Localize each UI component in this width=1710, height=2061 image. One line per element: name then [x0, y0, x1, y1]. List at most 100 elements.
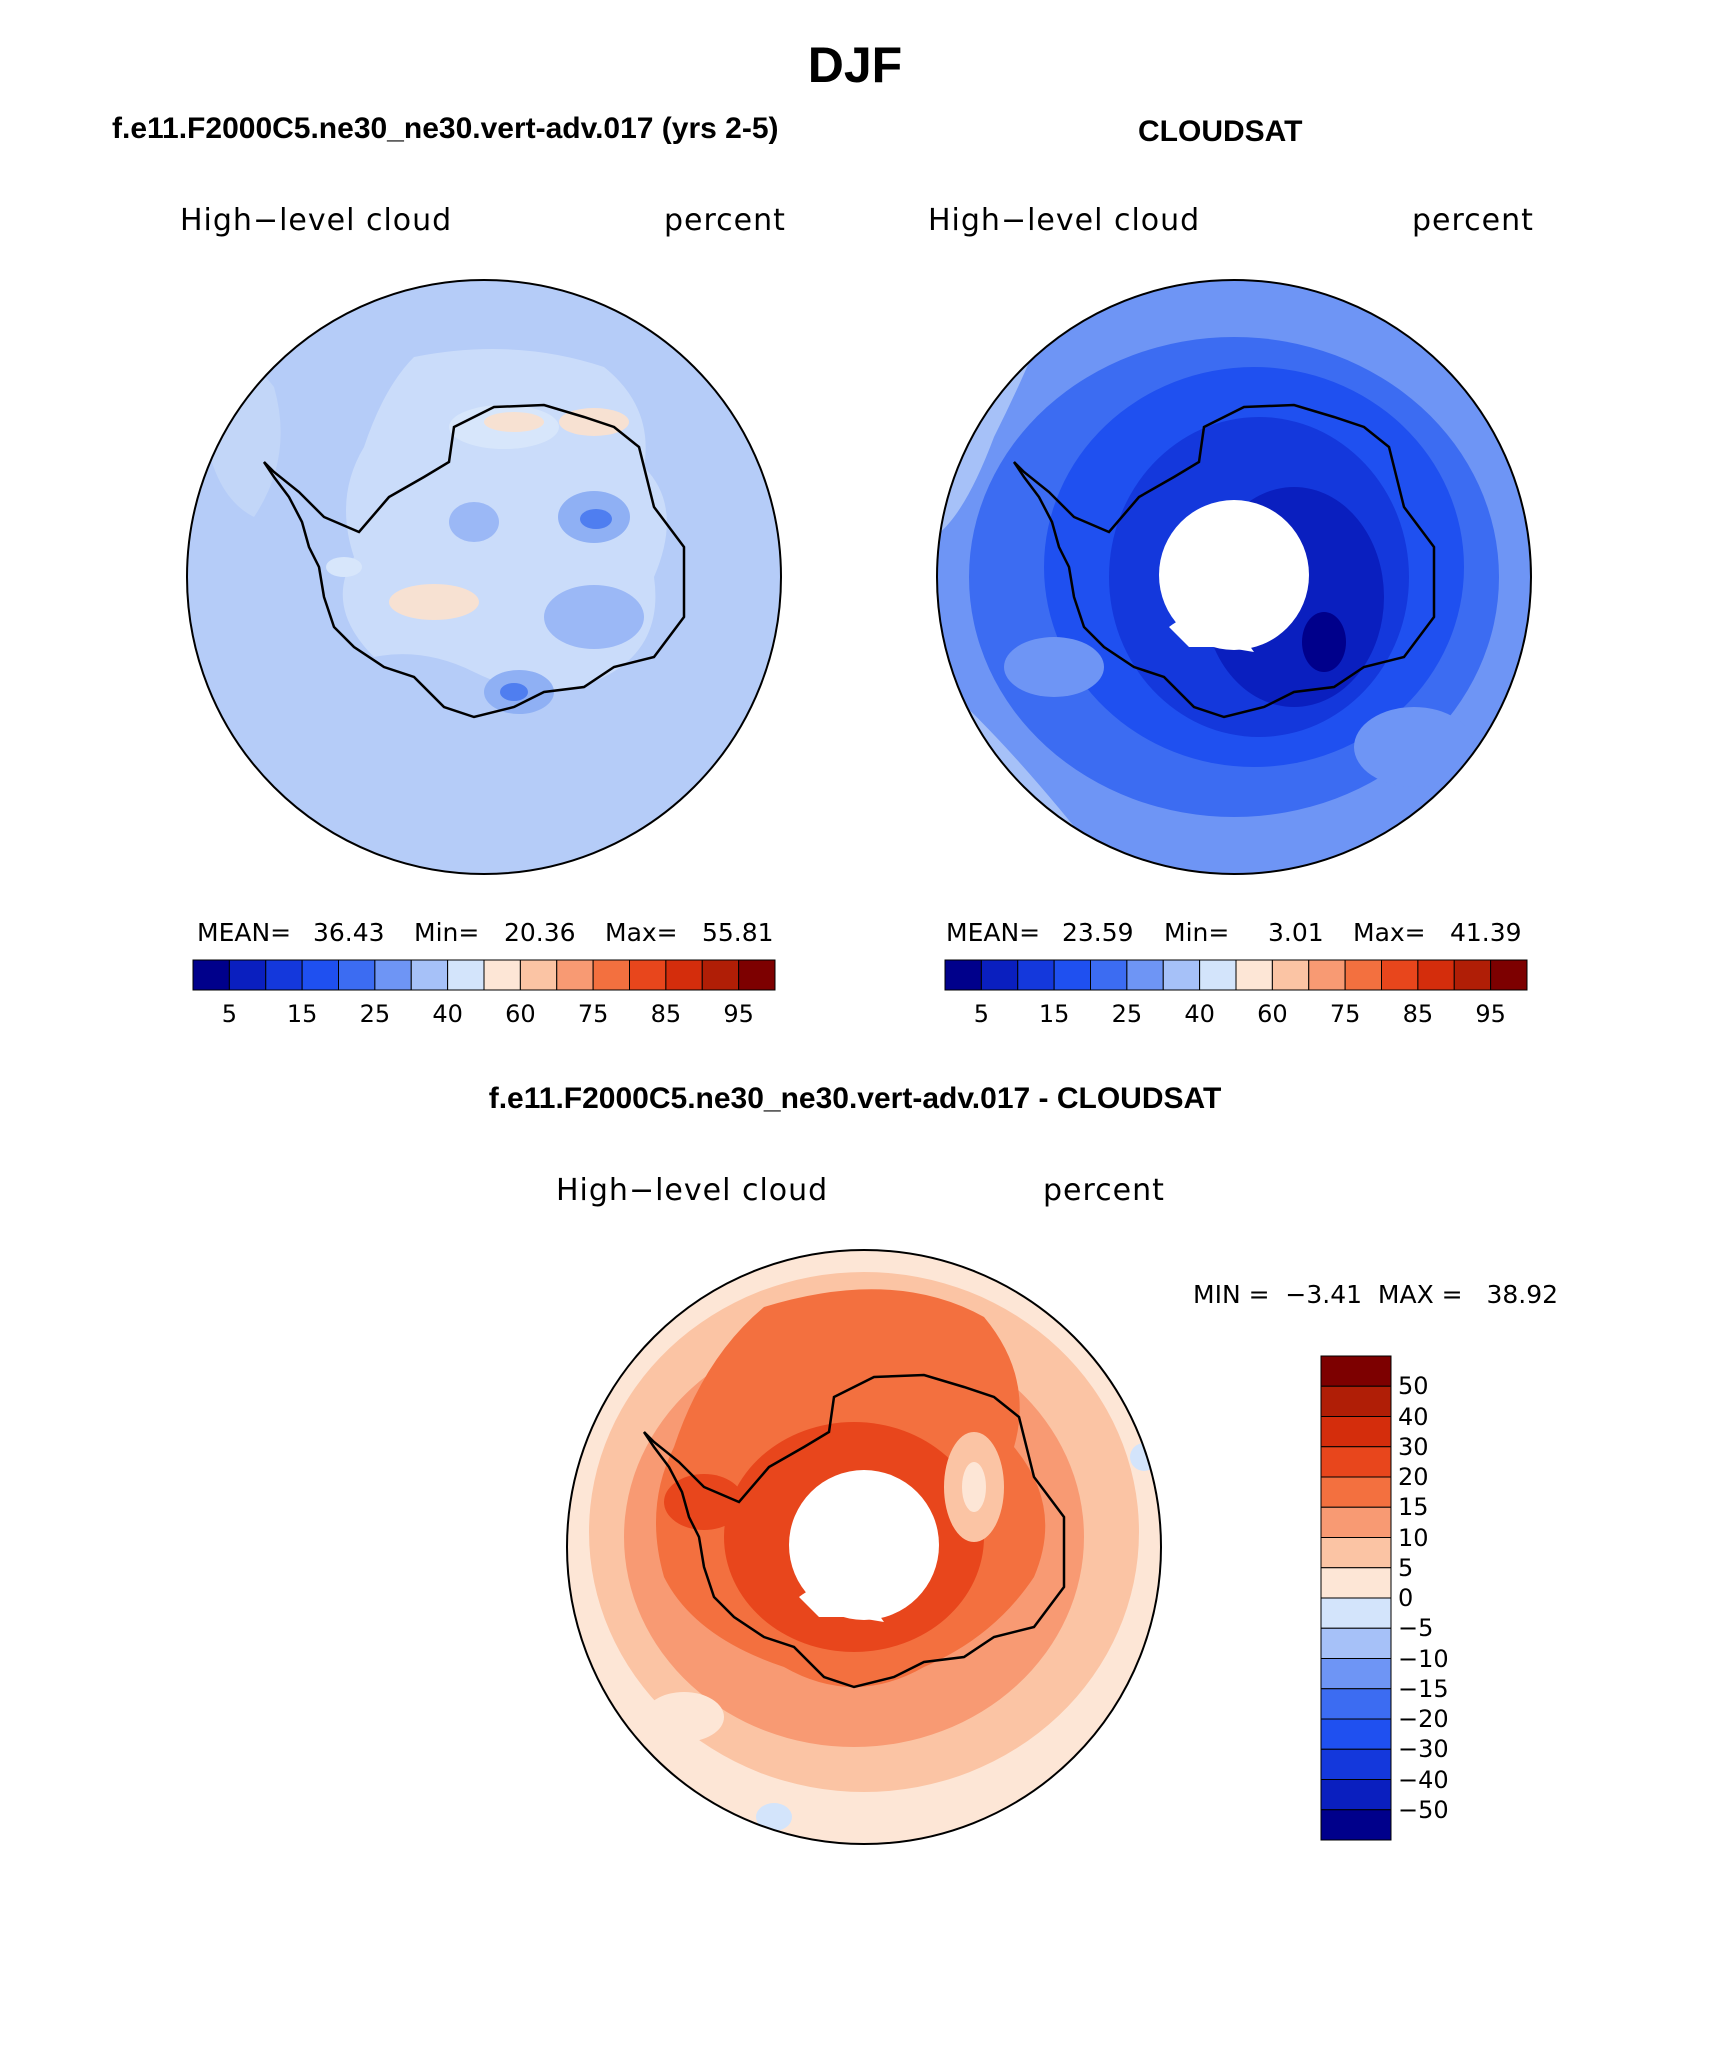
colorbar-cell	[556, 959, 594, 991]
colorbar-cell	[301, 959, 339, 991]
colorbar-tick-label: 40	[1184, 1000, 1215, 1028]
diff-units: percent	[1043, 1173, 1165, 1208]
colorbar-tick-label: 85	[1402, 1000, 1434, 1028]
colorbar-tick-label: 60	[505, 1000, 536, 1028]
colorbar-cell	[1320, 1385, 1392, 1417]
figure-title: DJF	[807, 37, 903, 93]
colorbar-cell	[1320, 1416, 1392, 1448]
panel-left-min-label: Min=	[414, 918, 480, 947]
colorbar-cell	[1320, 1718, 1392, 1750]
colorbar-cell	[374, 959, 412, 991]
colorbar-cell	[1320, 1627, 1392, 1659]
panel-right-variable: High−level cloud	[928, 203, 1201, 238]
colorbar-cell	[1199, 959, 1237, 991]
colorbar-cell	[1320, 1476, 1392, 1508]
panel-right-mean: 23.59	[1062, 918, 1134, 947]
colorbar-right	[944, 959, 1528, 991]
colorbar-tick-label: −30	[1398, 1735, 1449, 1764]
colorbar-cell	[1235, 959, 1273, 991]
panel-right-max: 41.39	[1450, 918, 1522, 947]
colorbar-diff-ticks: 50 40 30 20 15 10 5 0 −5 −10 −15 −20 −30 −40 −50	[1398, 1356, 1498, 1840]
colorbar-cell	[1053, 959, 1091, 991]
colorbar-cell	[1320, 1355, 1392, 1387]
diff-variable: High−level cloud	[556, 1173, 829, 1208]
colorbar-tick-label: 30	[1398, 1432, 1429, 1461]
colorbar-cell	[1320, 1779, 1392, 1811]
colorbar-cell	[228, 959, 267, 991]
colorbar-tick-label: −20	[1398, 1705, 1449, 1733]
colorbar-tick-label: 95	[723, 1000, 754, 1028]
colorbar-tick-label: −15	[1398, 1674, 1449, 1703]
colorbar-cell	[1344, 959, 1382, 991]
colorbar-cell	[1090, 959, 1128, 991]
colorbar-cell	[519, 959, 558, 991]
colorbar-tick-label: 60	[1257, 1000, 1288, 1028]
colorbar-cell	[1320, 1446, 1392, 1478]
colorbar-cell	[592, 959, 630, 991]
colorbar-tick-label: 5	[1398, 1553, 1414, 1582]
panel-right-units: percent	[1412, 203, 1534, 238]
colorbar-cell	[483, 959, 521, 991]
colorbar-cell	[1490, 959, 1528, 991]
colorbar-tick-label: 5	[973, 1000, 990, 1028]
panel-right-max-label: Max=	[1353, 918, 1426, 947]
colorbar-cell	[447, 959, 485, 991]
diff-title: f.e11.F2000C5.ne30_ne30.vert-adv.017 - C…	[488, 1082, 1222, 1115]
colorbar-cell	[410, 959, 449, 991]
panel-right-min: 3.01	[1268, 918, 1324, 947]
colorbar-cell	[1320, 1748, 1392, 1780]
colorbar-tick-label: 0	[1398, 1584, 1414, 1612]
colorbar-diff	[1320, 1355, 1392, 1841]
colorbar-cell	[1126, 959, 1164, 991]
panel-right-min-label: Min=	[1164, 918, 1230, 947]
colorbar-tick-label: 75	[577, 1000, 609, 1028]
colorbar-cell	[1320, 1658, 1392, 1690]
colorbar-cell	[192, 959, 230, 991]
colorbar-cell	[265, 959, 303, 991]
panel-right-mean-label: MEAN=	[946, 918, 1041, 947]
colorbar-cell	[665, 959, 703, 991]
colorbar-cell	[629, 959, 667, 991]
colorbar-tick-label: 25	[1111, 1000, 1143, 1028]
colorbar-cell	[1417, 959, 1455, 991]
panel-left-variable: High−level cloud	[180, 203, 453, 238]
colorbar-cell	[1320, 1506, 1392, 1538]
colorbar-tick-label: −50	[1398, 1795, 1449, 1824]
colorbar-cell	[338, 959, 376, 991]
colorbar-cell	[1453, 959, 1492, 991]
colorbar-tick-label: 40	[1398, 1402, 1429, 1431]
panel-left-min: 20.36	[504, 918, 576, 947]
colorbar-tick-label: −10	[1398, 1644, 1449, 1673]
map-left	[186, 279, 782, 875]
colorbar-cell	[738, 959, 776, 991]
colorbar-cell	[1271, 959, 1310, 991]
colorbar-tick-label: 75	[1329, 1000, 1361, 1028]
panel-left-mean-label: MEAN=	[197, 918, 292, 947]
colorbar-tick-label: 25	[359, 1000, 391, 1028]
colorbar-cell	[980, 959, 1019, 991]
colorbar-right-ticks: 5 15 25 40 60 75 85 95	[945, 1000, 1527, 1030]
panel-left-mean: 36.43	[313, 918, 385, 947]
colorbar-tick-label: 15	[1398, 1493, 1429, 1522]
colorbar-tick-label: 10	[1398, 1523, 1429, 1552]
colorbar-tick-label: 5	[221, 1000, 238, 1028]
colorbar-tick-label: 85	[650, 1000, 682, 1028]
colorbar-tick-label: −5	[1398, 1614, 1434, 1643]
map-diff	[566, 1249, 1162, 1845]
colorbar-cell	[1320, 1597, 1392, 1629]
panel-left-max: 55.81	[702, 918, 774, 947]
colorbar-cell	[1320, 1809, 1392, 1841]
colorbar-cell	[1320, 1688, 1392, 1720]
colorbar-tick-label: 50	[1398, 1372, 1429, 1401]
colorbar-tick-label: −40	[1398, 1765, 1449, 1794]
colorbar-cell	[1320, 1537, 1392, 1569]
colorbar-left	[192, 959, 776, 991]
colorbar-tick-label: 40	[432, 1000, 463, 1028]
diff-stats: MIN = −3.41 MAX = 38.92	[1193, 1280, 1559, 1309]
colorbar-cell	[1320, 1567, 1392, 1599]
colorbar-tick-label: 20	[1398, 1463, 1429, 1491]
panel-left-max-label: Max=	[605, 918, 678, 947]
colorbar-tick-label: 95	[1475, 1000, 1506, 1028]
panel-left-title: f.e11.F2000C5.ne30_ne30.vert-adv.017 (yr…	[112, 112, 779, 145]
colorbar-cell	[1308, 959, 1346, 991]
